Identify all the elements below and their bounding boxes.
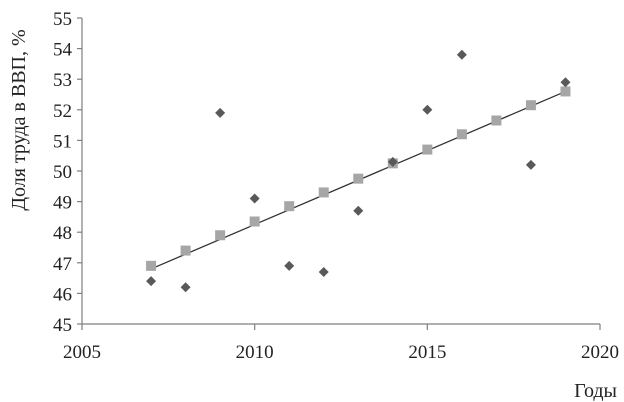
square-point: [560, 86, 571, 97]
y-tick-label: 45: [53, 315, 72, 336]
square-point: [422, 144, 433, 155]
square-point: [146, 260, 157, 271]
square-point: [353, 173, 364, 184]
x-axis-title: Годы: [574, 380, 617, 402]
y-axis-title: Доля труда в ВВП, %: [8, 29, 30, 210]
y-tick-label: 47: [53, 254, 72, 275]
diamond-point: [215, 107, 226, 118]
square-point: [525, 100, 536, 111]
x-tick-label: 2015: [408, 342, 446, 363]
square-point: [456, 129, 467, 140]
diamond-point: [249, 193, 260, 204]
points-layer: [146, 49, 571, 293]
square-point: [215, 230, 226, 241]
diamond-point: [456, 49, 467, 60]
square-point: [491, 115, 502, 126]
y-tick-label: 52: [53, 101, 72, 122]
diamond-point: [525, 159, 536, 170]
y-tick-label: 54: [53, 40, 73, 61]
tick-layer: 45 46 47 48 49 50 51 52 53 54 55 2005 2010 2015 2020: [53, 9, 619, 363]
diamond-point: [353, 205, 364, 216]
square-point: [249, 216, 260, 227]
x-tick-label: 2020: [581, 342, 619, 363]
x-tick-label: 2005: [63, 342, 101, 363]
y-tick-label: 48: [53, 223, 72, 244]
y-tick-label: 55: [53, 9, 72, 30]
y-tick-label: 51: [53, 131, 72, 152]
y-tick-label: 46: [53, 284, 72, 305]
y-tick-label: 53: [53, 70, 72, 91]
square-point: [284, 201, 295, 212]
axes: [81, 18, 600, 325]
y-tick-label: 50: [53, 162, 72, 183]
square-point: [180, 245, 191, 256]
diamond-point: [422, 104, 433, 115]
square-point: [318, 187, 329, 198]
diamond-point: [560, 77, 571, 88]
diamond-point: [146, 276, 157, 287]
diamond-point: [387, 156, 398, 167]
x-tick-label: 2010: [236, 342, 274, 363]
y-tick-label: 49: [53, 193, 72, 214]
diamond-point: [318, 266, 329, 277]
diamond-point: [180, 282, 191, 293]
diamond-point: [284, 260, 295, 271]
